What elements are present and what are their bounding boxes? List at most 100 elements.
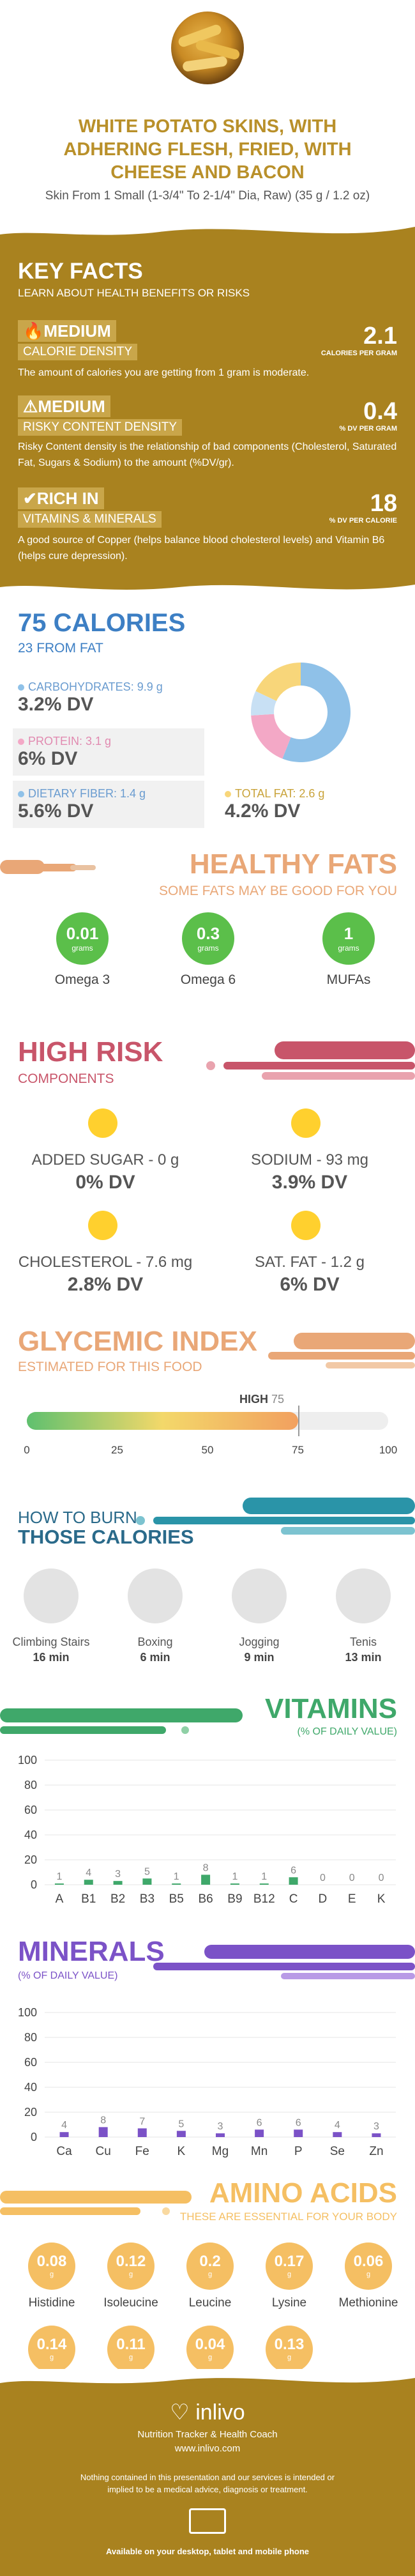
activity-label: Boxing bbox=[137, 1636, 173, 1648]
y-tick-label: 80 bbox=[24, 2031, 37, 2044]
legend-dot bbox=[18, 684, 24, 691]
risk-sodium-dv: 3.9% DV bbox=[271, 1172, 348, 1193]
y-tick-label: 0 bbox=[31, 2131, 37, 2143]
bar-B1 bbox=[84, 1880, 93, 1885]
risk-added-sugar: ADDED SUGAR - 0 g bbox=[31, 1151, 179, 1169]
glycemic-tick-label: 50 bbox=[201, 1444, 214, 1456]
footer-brand: ♡ inlivo bbox=[170, 2400, 245, 2425]
bar-value-label: 1 bbox=[56, 1871, 62, 1882]
fact-risky-density: ⚠MEDIUM RISKY CONTENT DENSITY bbox=[18, 395, 183, 436]
y-tick-label: 100 bbox=[18, 2006, 37, 2019]
bar-value-label: 4 bbox=[61, 2120, 67, 2131]
y-tick-label: 100 bbox=[18, 1754, 37, 1767]
donut-slice-protein bbox=[251, 714, 291, 759]
warning-icon: ⚠ bbox=[23, 397, 38, 416]
risk-cholesterol: CHOLESTEROL - 7.6 mg bbox=[18, 1254, 193, 1271]
amino-badge: 0.11 g bbox=[107, 2326, 155, 2373]
footer-tagline: Nutrition Tracker & Health Coach bbox=[137, 2429, 278, 2440]
omega6-badge: 0.3 grams bbox=[182, 912, 234, 965]
risk-sat-fat-dv: 6% DV bbox=[280, 1274, 340, 1295]
amino-badge: 0.13 g bbox=[266, 2326, 313, 2373]
bar-value-label: 3 bbox=[115, 1869, 121, 1880]
vitamins-title: VITAMINS bbox=[265, 1693, 397, 1724]
fact-calorie-density: 🔥MEDIUM CALORIE DENSITY bbox=[18, 320, 138, 360]
bar-B5 bbox=[172, 1883, 181, 1885]
fact-value: 18 bbox=[370, 490, 397, 517]
bar-B2 bbox=[113, 1881, 123, 1885]
bar-B6 bbox=[201, 1874, 211, 1885]
glycemic-tick-label: 25 bbox=[111, 1444, 123, 1456]
calories-donut-chart bbox=[251, 663, 351, 762]
amino-badge: 0.06 g bbox=[345, 2242, 392, 2290]
fact-unit: CALORIES PER GRAM bbox=[321, 349, 397, 357]
x-tick-label: K bbox=[377, 1892, 386, 1906]
nutrient-fiber: DIETARY FIBER: 1.4 g 5.6% DV bbox=[18, 787, 146, 822]
activity-label: Climbing Stairs bbox=[12, 1636, 90, 1648]
fact-unit: % DV PER GRAM bbox=[339, 425, 397, 433]
x-tick-label: Cu bbox=[96, 2145, 111, 2158]
heart-icon: ♡ bbox=[170, 2400, 190, 2425]
legend-dot bbox=[225, 791, 231, 797]
bar-value-label: 6 bbox=[296, 2117, 301, 2128]
bar-Fe bbox=[137, 2128, 147, 2137]
x-tick-label: B1 bbox=[81, 1892, 96, 1906]
mufas-badge: 1 grams bbox=[322, 912, 375, 965]
amino-badge: 0.12 g bbox=[107, 2242, 155, 2290]
glycemic-tick-label: 100 bbox=[379, 1444, 398, 1456]
footer-url[interactable]: www.inlivo.com bbox=[174, 2443, 241, 2454]
check-icon: ✔ bbox=[23, 489, 37, 508]
amino-title: AMINO ACIDS bbox=[209, 2177, 397, 2209]
bar-value-label: 8 bbox=[100, 2115, 106, 2126]
omega3-badge: 0.01 grams bbox=[56, 912, 109, 965]
x-tick-label: B6 bbox=[198, 1892, 213, 1906]
x-tick-label: B5 bbox=[169, 1892, 184, 1906]
bar-value-label: 7 bbox=[139, 2116, 145, 2127]
bar-Cu bbox=[98, 2127, 108, 2137]
minerals-subtitle: (% OF DAILY VALUE) bbox=[18, 1970, 118, 1981]
flame-icon: 🔥 bbox=[23, 321, 44, 341]
wave-divider bbox=[0, 585, 415, 597]
wave-divider bbox=[0, 2369, 415, 2384]
amino-badge: 0.08 g bbox=[28, 2242, 75, 2290]
calories-from-fat: 23 FROM FAT bbox=[18, 641, 103, 656]
bar-value-label: 3 bbox=[374, 2121, 379, 2132]
decorative-stripes bbox=[206, 1041, 415, 1080]
food-image bbox=[171, 12, 244, 84]
x-tick-label: Zn bbox=[369, 2145, 383, 2158]
nutrient-carbohydrates: CARBOHYDRATES: 9.9 g 3.2% DV bbox=[18, 680, 163, 715]
decorative-stripes bbox=[136, 1498, 415, 1535]
bar-value-label: 1 bbox=[174, 1871, 179, 1882]
y-tick-label: 40 bbox=[24, 2081, 37, 2094]
bar-value-label: 8 bbox=[203, 1862, 209, 1873]
amino-label: Methionine bbox=[338, 2296, 398, 2310]
fact-description: The amount of calories you are getting f… bbox=[18, 367, 310, 378]
glycemic-readout: HIGH 75 bbox=[239, 1393, 285, 1406]
tennis-icon bbox=[336, 1568, 391, 1623]
x-tick-label: E bbox=[348, 1892, 356, 1906]
y-tick-label: 20 bbox=[24, 1853, 37, 1866]
footer-disclaimer: Nothing contained in this presentation a… bbox=[80, 2472, 335, 2494]
x-tick-label: Ca bbox=[56, 2145, 72, 2158]
fact-unit: % DV PER CALORIE bbox=[329, 517, 397, 525]
boxing-icon bbox=[128, 1568, 183, 1623]
fact-description: A good source of Copper (helps balance b… bbox=[18, 535, 385, 562]
x-tick-label: P bbox=[294, 2145, 303, 2158]
bar-value-label: 3 bbox=[218, 2121, 223, 2132]
legend-dot bbox=[18, 791, 24, 797]
y-tick-label: 40 bbox=[24, 1828, 37, 1841]
y-tick-label: 20 bbox=[24, 2106, 37, 2119]
page-title: WHITE POTATO SKINS, WITH ADHERING FLESH,… bbox=[63, 116, 352, 183]
amino-label: Histidine bbox=[28, 2296, 75, 2310]
key-facts-subtitle: LEARN ABOUT HEALTH BENEFITS OR RISKS bbox=[18, 287, 250, 299]
high-risk-title: HIGH RISK bbox=[18, 1036, 163, 1068]
amino-badge: 0.2 g bbox=[186, 2242, 234, 2290]
decorative-stripes bbox=[153, 1945, 415, 1979]
x-tick-label: C bbox=[289, 1892, 298, 1906]
bar-B9 bbox=[230, 1883, 239, 1885]
nutrient-total-fat: TOTAL FAT: 2.6 g 4.2% DV bbox=[225, 787, 325, 822]
nutrient-protein: PROTEIN: 3.1 g 6% DV bbox=[18, 735, 112, 769]
bar-value-label: 1 bbox=[261, 1871, 267, 1882]
x-tick-label: B3 bbox=[140, 1892, 155, 1906]
bar-C bbox=[289, 1877, 298, 1885]
fact-value: 0.4 bbox=[363, 398, 397, 425]
